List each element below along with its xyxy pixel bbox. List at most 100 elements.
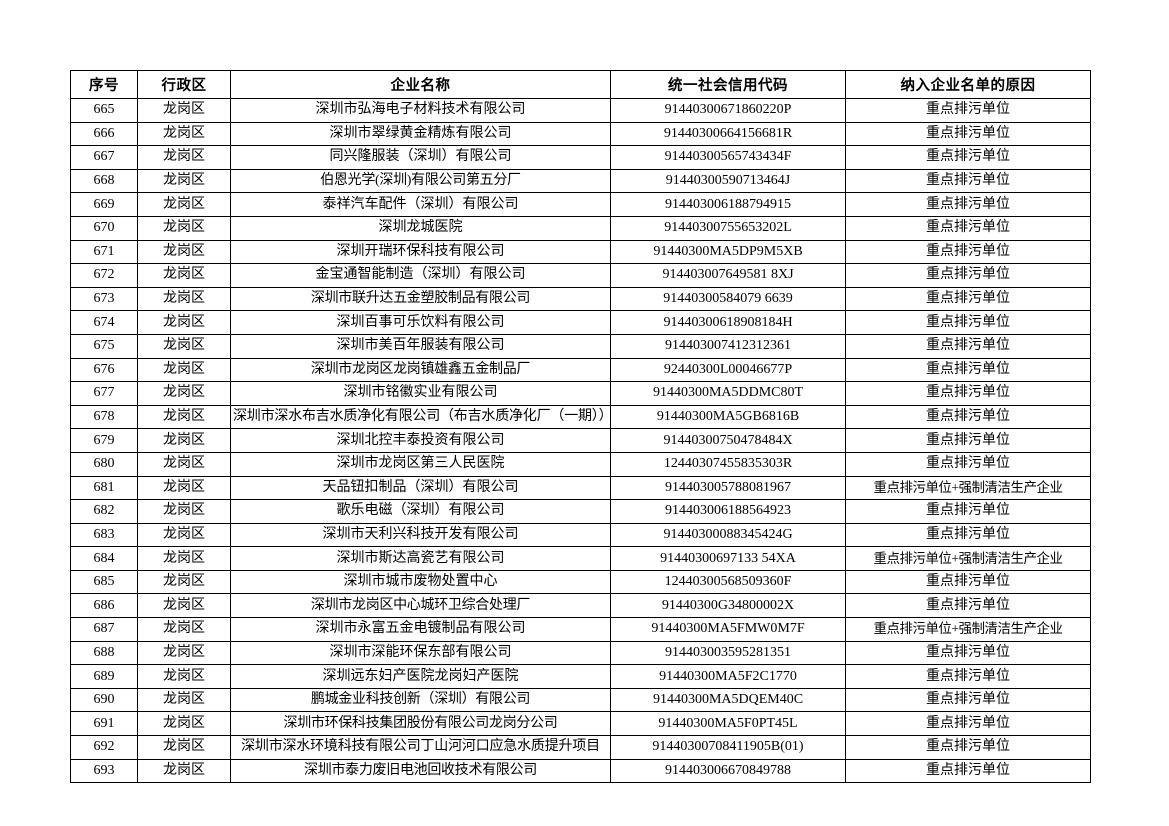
cell-district: 龙岗区	[137, 168, 231, 194]
table-row: 677 龙岗区 深圳市铭徽实业有限公司 91440300MA5DDMC80T 重点排污单…	[70, 381, 1091, 406]
cell-sequence: 683	[70, 522, 138, 548]
cell-enterprise-name: 深圳市城市废物处置中心	[230, 569, 611, 595]
table-row: 686 龙岗区 深圳市龙岗区中心城环卫综合处理厂 91440300G34800002X…	[70, 593, 1091, 619]
cell-credit-code: 12440307455835303R	[610, 451, 846, 477]
enterprise-list-table-container: 序号 行政区 企业名称 统一社会信用代码 纳入企业名单的原因 665 龙岗区 深圳市…	[70, 70, 1091, 784]
cell-district: 龙岗区	[137, 286, 231, 312]
cell-sequence: 665	[70, 98, 138, 123]
table-row: 674 龙岗区 深圳百事可乐饮料有限公司 91440300618908184H 重点排污…	[70, 310, 1091, 335]
cell-district: 龙岗区	[137, 499, 231, 524]
cell-district: 龙岗区	[137, 569, 231, 595]
cell-enterprise-name: 深圳百事可乐饮料有限公司	[230, 310, 611, 335]
table-row: 692 龙岗区 深圳市深水环境科技有限公司丁山河河口应急水质提升项目 91440300…	[70, 735, 1091, 760]
table-row: 667 龙岗区 同兴隆服装（深圳）有限公司 91440300565743434F 重点排…	[70, 145, 1091, 170]
cell-credit-code: 914403003595281351	[610, 640, 846, 666]
cell-district: 龙岗区	[137, 215, 231, 241]
cell-enterprise-name: 鹏城金业科技创新（深圳）有限公司	[230, 687, 611, 713]
table-row: 673 龙岗区 深圳市联升达五金塑胶制品有限公司 91440300584079 663…	[70, 286, 1091, 312]
cell-credit-code: 914403005788081967	[610, 475, 846, 501]
cell-reason: 重点排污单位	[845, 522, 1091, 548]
cell-district: 龙岗区	[137, 522, 231, 548]
column-header-reason: 纳入企业名单的原因	[845, 70, 1091, 99]
cell-credit-code: 91440300590713464J	[610, 168, 846, 194]
cell-reason: 重点排污单位	[845, 98, 1091, 123]
cell-reason: 重点排污单位+强制清洁生产企业	[845, 475, 1091, 501]
table-row: 666 龙岗区 深圳市翠绿黄金精炼有限公司 91440300664156681R 重点排…	[70, 121, 1091, 147]
cell-enterprise-name: 深圳远东妇产医院龙岗妇产医院	[230, 664, 611, 689]
cell-sequence: 691	[70, 711, 138, 737]
cell-reason: 重点排污单位	[845, 333, 1091, 359]
cell-district: 龙岗区	[137, 687, 231, 713]
table-row: 682 龙岗区 歌乐电磁（深圳）有限公司 914403006188564923 重点排污…	[70, 499, 1091, 524]
table-row: 687 龙岗区 深圳市永富五金电镀制品有限公司 91440300MA5FMW0M7F 重…	[70, 617, 1091, 642]
cell-credit-code: 91440300565743434F	[610, 145, 846, 170]
table-row: 693 龙岗区 深圳市泰力废旧电池回收技术有限公司 91440300667084978…	[70, 758, 1091, 784]
cell-credit-code: 914403006188564923	[610, 499, 846, 524]
cell-reason: 重点排污单位	[845, 192, 1091, 217]
table-header: 序号 行政区 企业名称 统一社会信用代码 纳入企业名单的原因	[70, 70, 1091, 99]
table-row: 668 龙岗区 伯恩光学(深圳)有限公司第五分厂 91440300590713464J…	[70, 168, 1091, 194]
cell-credit-code: 92440300L00046677P	[610, 357, 846, 383]
cell-credit-code: 91440300MA5GB6816B	[610, 404, 846, 430]
table-row: 679 龙岗区 深圳北控丰泰投资有限公司 91440300750478484X 重点排污…	[70, 428, 1091, 453]
table-row: 690 龙岗区 鹏城金业科技创新（深圳）有限公司 91440300MA5DQEM40C…	[70, 687, 1091, 713]
cell-district: 龙岗区	[137, 711, 231, 737]
table-row: 689 龙岗区 深圳远东妇产医院龙岗妇产医院 91440300MA5F2C1770 重点…	[70, 664, 1091, 689]
cell-enterprise-name: 深圳市泰力废旧电池回收技术有限公司	[230, 758, 611, 784]
cell-district: 龙岗区	[137, 640, 231, 666]
cell-credit-code: 91440300MA5FMW0M7F	[610, 617, 846, 642]
cell-enterprise-name: 泰祥汽车配件（深圳）有限公司	[230, 192, 611, 217]
cell-sequence: 693	[70, 758, 138, 784]
table-row: 671 龙岗区 深圳开瑞环保科技有限公司 91440300MA5DP9M5XB 重点排污…	[70, 239, 1091, 265]
cell-credit-code: 91440300708411905B(01)	[610, 735, 846, 760]
cell-enterprise-name: 深圳市深能环保东部有限公司	[230, 640, 611, 666]
cell-reason: 重点排污单位	[845, 263, 1091, 288]
cell-credit-code: 91440300MA5F0PT45L	[610, 711, 846, 737]
cell-reason: 重点排污单位	[845, 145, 1091, 170]
cell-credit-code: 91440300G34800002X	[610, 593, 846, 619]
cell-sequence: 673	[70, 286, 138, 312]
cell-sequence: 685	[70, 569, 138, 595]
cell-enterprise-name: 深圳市联升达五金塑胶制品有限公司	[230, 286, 611, 312]
cell-district: 龙岗区	[137, 310, 231, 335]
cell-district: 龙岗区	[137, 357, 231, 383]
table-row: 684 龙岗区 深圳市斯达高瓷艺有限公司 91440300697133 54XA 重点排…	[70, 546, 1091, 571]
cell-credit-code: 91440300750478484X	[610, 428, 846, 453]
column-header-enterprise-name: 企业名称	[230, 70, 611, 99]
cell-sequence: 681	[70, 475, 138, 501]
cell-enterprise-name: 深圳市永富五金电镀制品有限公司	[230, 617, 611, 642]
cell-reason: 重点排污单位	[845, 381, 1091, 406]
cell-sequence: 689	[70, 664, 138, 689]
cell-credit-code: 91440300697133 54XA	[610, 546, 846, 571]
cell-reason: 重点排污单位	[845, 121, 1091, 147]
cell-sequence: 680	[70, 451, 138, 477]
cell-sequence: 668	[70, 168, 138, 194]
cell-district: 龙岗区	[137, 192, 231, 217]
table-body: 665 龙岗区 深圳市弘海电子材料技术有限公司 91440300671860220P 重…	[70, 98, 1091, 784]
enterprise-list-table: 序号 行政区 企业名称 统一社会信用代码 纳入企业名单的原因 665 龙岗区 深圳市…	[70, 70, 1091, 784]
cell-enterprise-name: 深圳市环保科技集团股份有限公司龙岗分公司	[230, 711, 611, 737]
cell-enterprise-name: 深圳市天利兴科技开发有限公司	[230, 522, 611, 548]
cell-enterprise-name: 深圳市铭徽实业有限公司	[230, 381, 611, 406]
cell-reason: 重点排污单位	[845, 569, 1091, 595]
cell-enterprise-name: 天品钮扣制品（深圳）有限公司	[230, 475, 611, 501]
cell-enterprise-name: 深圳北控丰泰投资有限公司	[230, 428, 611, 453]
table-row: 676 龙岗区 深圳市龙岗区龙岗镇雄鑫五金制品厂 92440300L00046677P…	[70, 357, 1091, 383]
table-row: 680 龙岗区 深圳市龙岗区第三人民医院 12440307455835303R 重点排污…	[70, 451, 1091, 477]
cell-enterprise-name: 深圳市龙岗区中心城环卫综合处理厂	[230, 593, 611, 619]
table-row: 688 龙岗区 深圳市深能环保东部有限公司 914403003595281351 重点排…	[70, 640, 1091, 666]
cell-reason: 重点排污单位	[845, 735, 1091, 760]
cell-credit-code: 91440300584079 6639	[610, 286, 846, 312]
cell-sequence: 669	[70, 192, 138, 217]
cell-enterprise-name: 同兴隆服装（深圳）有限公司	[230, 145, 611, 170]
cell-credit-code: 91440300618908184H	[610, 310, 846, 335]
table-row: 670 龙岗区 深圳龙城医院 91440300755653202L 重点排污单位	[70, 215, 1091, 241]
table-row: 678 龙岗区 深圳市深水布吉水质净化有限公司（布吉水质净化厂（一期）） 914403…	[70, 404, 1091, 430]
cell-credit-code: 91440300MA5DQEM40C	[610, 687, 846, 713]
cell-credit-code: 91440300MA5DDMC80T	[610, 381, 846, 406]
cell-reason: 重点排污单位	[845, 215, 1091, 241]
table-row: 669 龙岗区 泰祥汽车配件（深圳）有限公司 914403006188794915 重点…	[70, 192, 1091, 217]
table-row: 685 龙岗区 深圳市城市废物处置中心 12440300568509360F 重点排污单…	[70, 569, 1091, 595]
cell-sequence: 670	[70, 215, 138, 241]
